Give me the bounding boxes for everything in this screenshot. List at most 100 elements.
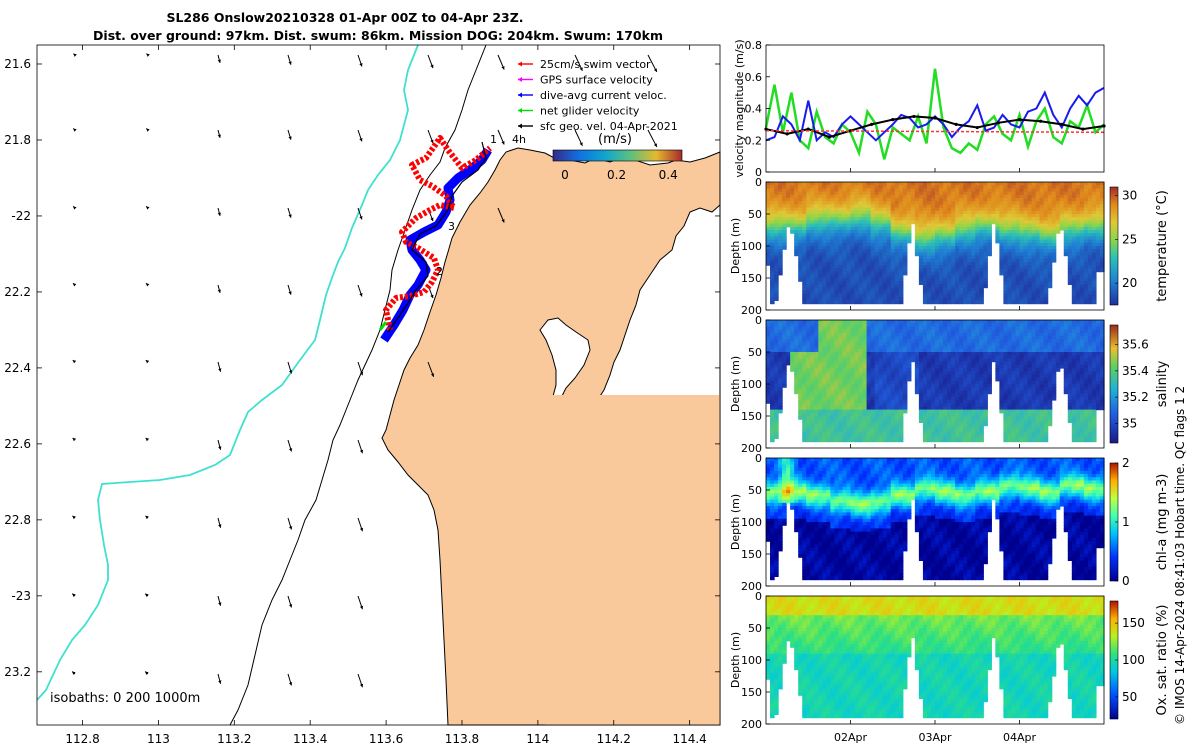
heatmap-cell xyxy=(1039,255,1045,260)
heatmap-cell xyxy=(802,416,807,420)
heatmap-cell xyxy=(1019,265,1025,269)
heatmap-cell xyxy=(774,361,779,366)
heatmap-cell xyxy=(766,194,771,199)
heatmap-colorbar xyxy=(1109,186,1119,306)
heatmap-cell xyxy=(1075,262,1081,266)
heatmap-cell xyxy=(774,406,779,411)
heatmap-cell xyxy=(770,409,775,414)
heatmap-cell xyxy=(870,220,876,225)
heatmap-cell xyxy=(770,185,775,189)
heatmap-cell xyxy=(858,428,864,433)
heatmap-cell xyxy=(862,393,868,398)
heatmap-cell xyxy=(1063,210,1069,215)
heatmap-cell xyxy=(838,380,844,385)
heatmap-cell xyxy=(939,268,944,273)
heatmap-cell xyxy=(902,329,908,334)
heatmap-cell xyxy=(1099,258,1105,263)
heatmap-cell xyxy=(790,339,795,343)
heatmap-cell xyxy=(838,223,844,228)
heatmap-cell xyxy=(814,355,819,359)
heatmap-cell xyxy=(983,194,988,199)
heatmap-cell xyxy=(890,262,896,266)
heatmap-cell xyxy=(1091,281,1097,285)
heatmap-cell xyxy=(782,210,787,215)
heatmap-cell xyxy=(810,223,815,228)
heatmap-cell xyxy=(975,191,980,196)
heatmap-cell xyxy=(918,371,924,375)
track-label-3: 3 xyxy=(448,220,455,233)
heatmap-cell xyxy=(1087,239,1093,244)
heatmap-cell xyxy=(1051,214,1057,218)
heatmap-cell xyxy=(1003,265,1009,269)
heatmap-cell xyxy=(886,332,892,337)
heatmap-cell xyxy=(971,242,976,247)
heatmap-cell xyxy=(842,287,848,292)
heatmap-cell xyxy=(830,297,835,301)
heatmap-cell xyxy=(846,432,852,436)
heatmap-cell xyxy=(794,384,799,388)
heatmap-cell xyxy=(838,255,844,260)
heatmap-cell xyxy=(778,374,783,379)
heatmap-cell xyxy=(1071,284,1077,289)
heatmap-cell xyxy=(963,271,968,276)
heatmap-cell xyxy=(802,419,807,423)
heatmap-cell xyxy=(790,364,795,369)
heatmap-cell xyxy=(874,284,880,289)
heatmap-cell xyxy=(878,438,884,443)
heatmap-cell xyxy=(1023,268,1029,273)
heatmap-cell xyxy=(842,390,848,395)
heatmap-cell xyxy=(1047,188,1053,193)
heatmap-cell xyxy=(1087,182,1093,186)
heatmap-cell xyxy=(1091,265,1097,269)
heatmap-cell xyxy=(858,249,864,253)
heatmap-cell xyxy=(854,249,860,253)
heatmap-cell xyxy=(971,233,976,237)
heatmap-cell xyxy=(894,210,900,215)
heatmap-cell xyxy=(1043,265,1049,269)
heatmap-cell xyxy=(818,377,823,382)
heatmap-cell xyxy=(987,198,992,202)
heatmap-cell xyxy=(1031,204,1037,209)
heatmap-cell xyxy=(1099,198,1105,202)
heatmap-cell xyxy=(770,271,775,276)
heatmap-cell xyxy=(1023,249,1029,253)
heatmap-cell xyxy=(1007,204,1013,209)
heatmap-cell xyxy=(826,393,831,398)
heatmap-cell xyxy=(947,294,952,298)
geo-arrow-head xyxy=(288,526,293,530)
heatmap-cell xyxy=(935,284,940,289)
heatmap-cell xyxy=(770,239,775,244)
heatmap-cell xyxy=(838,233,844,237)
heatmap-cell xyxy=(930,182,936,186)
heatmap-cell xyxy=(1087,258,1093,263)
heatmap-cell xyxy=(814,294,819,298)
heatmap-cell xyxy=(886,400,892,404)
heatmap-cell xyxy=(846,204,852,209)
heatmap-cell xyxy=(878,188,884,193)
title-line2: Dist. over ground: 97km. Dist. swum: 86k… xyxy=(93,28,663,43)
heatmap-cell xyxy=(983,214,988,218)
heatmap-cell xyxy=(814,194,819,199)
heatmap-cell xyxy=(959,185,964,189)
heatmap-cell xyxy=(898,233,904,237)
heatmap-cell xyxy=(926,239,932,244)
heatmap-cell xyxy=(914,329,920,334)
heatmap-cell xyxy=(1071,297,1077,301)
heatmap-cell xyxy=(902,182,908,186)
heatmap-cell xyxy=(766,380,771,385)
heatmap-cell xyxy=(874,274,880,279)
heatmap-cell xyxy=(894,435,900,439)
heatmap-cell xyxy=(878,194,884,199)
heatmap-cell xyxy=(1075,223,1081,228)
heatmap-cell xyxy=(983,223,988,228)
heatmap-cell xyxy=(794,207,799,212)
heatmap-cell xyxy=(798,217,803,221)
heatmap-cell xyxy=(1095,223,1101,228)
heatmap-cell xyxy=(774,210,779,215)
heatmap-cell xyxy=(890,358,896,363)
heatmap-cell xyxy=(866,329,872,334)
heatmap-cell xyxy=(866,377,872,382)
heatmap-cell xyxy=(850,348,856,353)
heatmap-cell xyxy=(834,236,840,241)
